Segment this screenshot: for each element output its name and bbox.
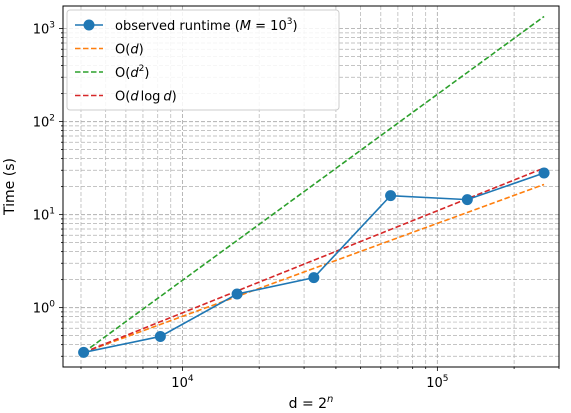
series-line-1 [83,183,545,354]
legend-box [66,9,340,111]
data-point [231,288,243,300]
plot-frame [62,5,560,368]
y-tick-label: 101 [33,207,55,224]
x-axis-label: d = 2n [289,394,334,412]
series-line-3 [83,167,545,354]
y-axis-label: Time (s) [2,158,18,216]
y-tick-label: 103 [33,21,55,38]
data-point [461,194,473,206]
legend-label-1: O(d) [115,43,144,58]
data-point [308,272,320,284]
data-point [538,167,550,179]
axis-ticks: 104 105 100 101 102 103 [33,21,560,391]
x-tick-label: 105 [426,374,448,391]
legend-label-2: O(d2) [115,64,149,81]
data-point [154,330,166,342]
legend-label-3: O(d log d) [115,90,177,105]
legend-label-0: observed runtime (M = 103) [115,17,298,34]
x-tick-label: 104 [171,374,194,391]
data-point [385,190,397,202]
legend: observed runtime (M = 103) O(d) O(d2) O(d lo… [66,9,340,111]
y-tick-label: 102 [33,114,55,131]
series-lines [78,15,550,358]
legend-marker [83,19,95,31]
series-line-2 [83,15,545,354]
y-tick-label: 100 [33,300,56,317]
data-point [78,346,90,358]
